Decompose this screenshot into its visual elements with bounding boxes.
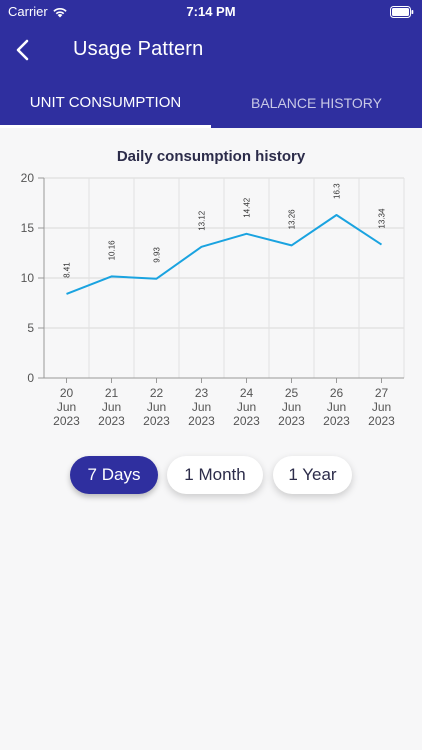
tab-unit-consumption[interactable]: UNIT CONSUMPTION	[29, 94, 182, 111]
back-button[interactable]	[10, 35, 38, 65]
tab-bar: UNIT CONSUMPTION BALANCE HISTORY	[0, 78, 422, 128]
data-label: 14.42	[243, 197, 252, 218]
range-1-month-button[interactable]: 1 Month	[167, 456, 263, 494]
page-title: Usage Pattern	[73, 38, 204, 60]
x-tick-label-line: 2023	[188, 414, 215, 428]
x-tick-label-line: 20	[60, 386, 74, 400]
data-label: 10.16	[108, 240, 117, 261]
x-tick-label-line: 2023	[278, 414, 305, 428]
x-tick-label: 27 Jun 2023	[368, 386, 395, 428]
x-tick-label-line: 24	[240, 386, 254, 400]
x-tick-label-line: Jun	[327, 400, 346, 414]
x-tick-label: 24 Jun 2023	[233, 386, 260, 428]
y-tick-label: 5	[27, 321, 34, 335]
status-bar: Carrier 7:14 PM	[0, 0, 422, 24]
x-tick-label-line: Jun	[372, 400, 391, 414]
data-label: 8.41	[63, 262, 72, 278]
x-tick-label-line: Jun	[102, 400, 121, 414]
x-tick-label-line: 2023	[53, 414, 80, 428]
status-time: 7:14 PM	[186, 4, 236, 19]
x-tick-label-line: 2023	[233, 414, 260, 428]
x-tick-label-line: 22	[150, 386, 164, 400]
chevron-left-icon	[16, 39, 29, 61]
x-tick-label: 25 Jun 2023	[278, 386, 305, 428]
x-tick-label: 23 Jun 2023	[188, 386, 215, 428]
x-tick-label-line: 27	[375, 386, 389, 400]
x-tick-label-line: Jun	[147, 400, 166, 414]
data-label: 9.93	[153, 247, 162, 263]
x-tick-label-line: 26	[330, 386, 344, 400]
data-label: 16.3	[333, 183, 342, 199]
app-header: Carrier 7:14 PM Usage Pattern UNIT CONS	[0, 0, 422, 128]
data-label: 13.26	[288, 209, 297, 230]
y-tick-label: 15	[21, 221, 35, 235]
x-tick-label: 26 Jun 2023	[323, 386, 350, 428]
x-tick-label: 20 Jun 2023	[53, 386, 80, 428]
range-7-days-button[interactable]: 7 Days	[70, 456, 158, 494]
x-tick-label-line: 2023	[368, 414, 395, 428]
range-selector: 7 Days 1 Month 1 Year	[0, 456, 422, 496]
x-tick-label-line: Jun	[57, 400, 76, 414]
x-tick-label: 22 Jun 2023	[143, 386, 170, 428]
carrier-label: Carrier	[8, 4, 48, 19]
y-tick-label: 20	[21, 171, 35, 185]
data-label: 13.12	[198, 210, 207, 231]
x-tick-label-line: Jun	[282, 400, 301, 414]
y-tick-label: 10	[21, 271, 35, 285]
x-tick-label: 21 Jun 2023	[98, 386, 125, 428]
x-tick-label-line: 2023	[323, 414, 350, 428]
x-tick-label-line: Jun	[237, 400, 256, 414]
data-label: 13.34	[378, 208, 387, 229]
active-tab-indicator	[0, 125, 211, 128]
tab-balance-history[interactable]: BALANCE HISTORY	[251, 95, 382, 111]
x-tick-label-line: 25	[285, 386, 299, 400]
x-tick-label-line: Jun	[192, 400, 211, 414]
wifi-icon	[52, 5, 68, 18]
chart-title: Daily consumption history	[116, 148, 306, 165]
x-tick-label-line: 2023	[98, 414, 125, 428]
series-line	[66, 214, 383, 295]
x-tick-label-line: 23	[195, 386, 209, 400]
navigation-bar: Usage Pattern	[0, 26, 422, 76]
x-tick-label-line: 21	[105, 386, 119, 400]
battery-icon	[390, 5, 414, 18]
consumption-chart: Daily consumption history 0 5 10 15 20 20 Jun 2…	[0, 140, 422, 440]
x-tick-label-line: 2023	[143, 414, 170, 428]
range-1-year-button[interactable]: 1 Year	[273, 456, 352, 494]
y-tick-label: 0	[27, 371, 34, 385]
